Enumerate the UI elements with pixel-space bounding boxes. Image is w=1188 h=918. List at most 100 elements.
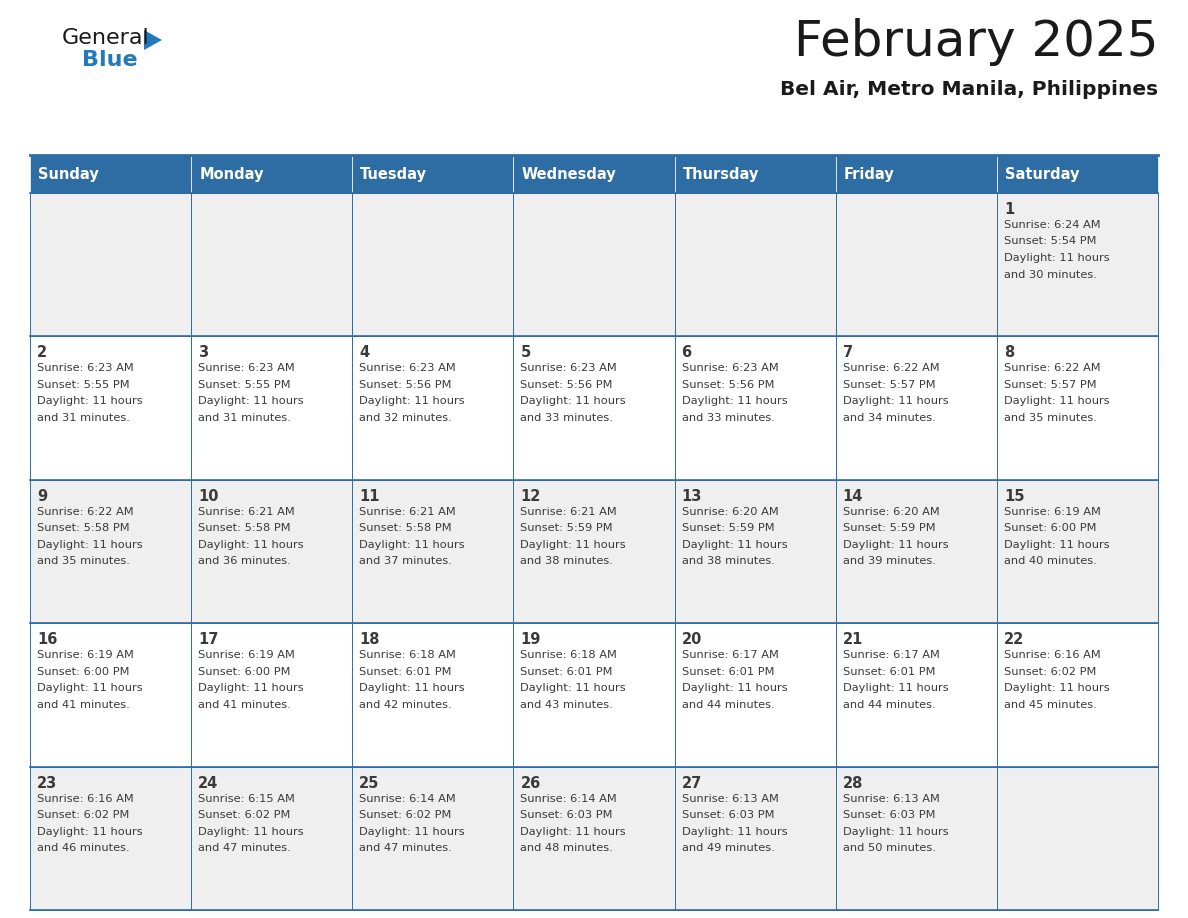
Text: Sunrise: 6:15 AM: Sunrise: 6:15 AM [198, 793, 295, 803]
Text: and 34 minutes.: and 34 minutes. [842, 413, 935, 423]
Text: Sunset: 6:00 PM: Sunset: 6:00 PM [37, 666, 129, 677]
Bar [835, 767, 997, 910]
Bar [997, 193, 1158, 336]
Text: Daylight: 11 hours: Daylight: 11 hours [520, 540, 626, 550]
Bar [353, 193, 513, 336]
Text: 19: 19 [520, 633, 541, 647]
Text: Sunrise: 6:23 AM: Sunrise: 6:23 AM [520, 364, 618, 374]
Text: 3: 3 [198, 345, 208, 361]
Text: Sunrise: 6:23 AM: Sunrise: 6:23 AM [359, 364, 456, 374]
Bar [835, 623, 997, 767]
Text: 11: 11 [359, 488, 380, 504]
Text: Sunset: 5:59 PM: Sunset: 5:59 PM [520, 523, 613, 533]
Bar [191, 480, 353, 623]
Bar [997, 767, 1158, 910]
Text: Sunrise: 6:13 AM: Sunrise: 6:13 AM [682, 793, 778, 803]
Text: and 42 minutes.: and 42 minutes. [359, 700, 451, 710]
Bar [513, 193, 675, 336]
Text: Daylight: 11 hours: Daylight: 11 hours [37, 826, 143, 836]
Text: Sunset: 5:57 PM: Sunset: 5:57 PM [1004, 380, 1097, 390]
Text: and 36 minutes.: and 36 minutes. [198, 556, 291, 566]
Text: Sunset: 6:01 PM: Sunset: 6:01 PM [842, 666, 935, 677]
Text: 23: 23 [37, 776, 57, 790]
Text: Sunrise: 6:21 AM: Sunrise: 6:21 AM [198, 507, 295, 517]
Text: and 47 minutes.: and 47 minutes. [198, 843, 291, 853]
Text: Sunrise: 6:14 AM: Sunrise: 6:14 AM [359, 793, 456, 803]
Text: Sunset: 5:59 PM: Sunset: 5:59 PM [682, 523, 775, 533]
Text: and 32 minutes.: and 32 minutes. [359, 413, 453, 423]
Text: Sunset: 5:57 PM: Sunset: 5:57 PM [842, 380, 935, 390]
Text: 8: 8 [1004, 345, 1015, 361]
Text: Sunset: 5:58 PM: Sunset: 5:58 PM [37, 523, 129, 533]
Bar [997, 336, 1158, 480]
Text: 10: 10 [198, 488, 219, 504]
Text: Daylight: 11 hours: Daylight: 11 hours [842, 683, 948, 693]
Bar [353, 767, 513, 910]
Text: and 35 minutes.: and 35 minutes. [37, 556, 129, 566]
Bar [353, 480, 513, 623]
Text: Daylight: 11 hours: Daylight: 11 hours [198, 683, 304, 693]
Bar [513, 480, 675, 623]
Text: Daylight: 11 hours: Daylight: 11 hours [1004, 540, 1110, 550]
Text: and 31 minutes.: and 31 minutes. [37, 413, 129, 423]
Bar [353, 336, 513, 480]
Bar [30, 193, 191, 336]
Text: Sunset: 5:56 PM: Sunset: 5:56 PM [682, 380, 775, 390]
Text: Daylight: 11 hours: Daylight: 11 hours [1004, 253, 1110, 263]
Text: Sunset: 6:00 PM: Sunset: 6:00 PM [1004, 523, 1097, 533]
Bar [675, 767, 835, 910]
Bar [191, 623, 353, 767]
Bar [513, 767, 675, 910]
Text: Sunrise: 6:19 AM: Sunrise: 6:19 AM [1004, 507, 1101, 517]
Text: Thursday: Thursday [683, 166, 759, 182]
Bar [675, 480, 835, 623]
Text: Sunset: 6:02 PM: Sunset: 6:02 PM [37, 810, 129, 820]
Text: Sunrise: 6:16 AM: Sunrise: 6:16 AM [1004, 650, 1100, 660]
Text: Daylight: 11 hours: Daylight: 11 hours [37, 540, 143, 550]
Bar [835, 193, 997, 336]
Text: Saturday: Saturday [1005, 166, 1080, 182]
Bar [353, 155, 513, 193]
Text: 4: 4 [359, 345, 369, 361]
Text: Sunrise: 6:13 AM: Sunrise: 6:13 AM [842, 793, 940, 803]
Text: Sunset: 6:02 PM: Sunset: 6:02 PM [359, 810, 451, 820]
Text: 12: 12 [520, 488, 541, 504]
Text: Sunrise: 6:22 AM: Sunrise: 6:22 AM [1004, 364, 1100, 374]
Text: February 2025: February 2025 [794, 18, 1158, 66]
Bar [513, 623, 675, 767]
Text: Bel Air, Metro Manila, Philippines: Bel Air, Metro Manila, Philippines [779, 80, 1158, 99]
Bar [675, 623, 835, 767]
Text: Sunset: 6:00 PM: Sunset: 6:00 PM [198, 666, 291, 677]
Text: Daylight: 11 hours: Daylight: 11 hours [682, 826, 788, 836]
Bar [30, 155, 191, 193]
Text: 17: 17 [198, 633, 219, 647]
Text: and 44 minutes.: and 44 minutes. [682, 700, 775, 710]
Text: and 30 minutes.: and 30 minutes. [1004, 270, 1097, 279]
Bar [997, 155, 1158, 193]
Text: 28: 28 [842, 776, 864, 790]
Text: Sunrise: 6:23 AM: Sunrise: 6:23 AM [198, 364, 295, 374]
Text: and 50 minutes.: and 50 minutes. [842, 843, 936, 853]
Text: Daylight: 11 hours: Daylight: 11 hours [842, 826, 948, 836]
Bar [835, 336, 997, 480]
Bar [675, 155, 835, 193]
Text: 2: 2 [37, 345, 48, 361]
Polygon shape [144, 30, 162, 50]
Text: 24: 24 [198, 776, 219, 790]
Text: Wednesday: Wednesday [522, 166, 617, 182]
Bar [997, 623, 1158, 767]
Text: Friday: Friday [843, 166, 895, 182]
Text: and 40 minutes.: and 40 minutes. [1004, 556, 1097, 566]
Text: Daylight: 11 hours: Daylight: 11 hours [198, 540, 304, 550]
Bar [835, 480, 997, 623]
Bar [191, 193, 353, 336]
Bar [30, 480, 191, 623]
Text: Sunrise: 6:20 AM: Sunrise: 6:20 AM [842, 507, 940, 517]
Text: and 33 minutes.: and 33 minutes. [520, 413, 613, 423]
Text: and 38 minutes.: and 38 minutes. [520, 556, 613, 566]
Text: Sunset: 6:01 PM: Sunset: 6:01 PM [520, 666, 613, 677]
Text: Sunrise: 6:24 AM: Sunrise: 6:24 AM [1004, 220, 1100, 230]
Text: Sunset: 6:01 PM: Sunset: 6:01 PM [359, 666, 451, 677]
Text: 26: 26 [520, 776, 541, 790]
Text: Tuesday: Tuesday [360, 166, 428, 182]
